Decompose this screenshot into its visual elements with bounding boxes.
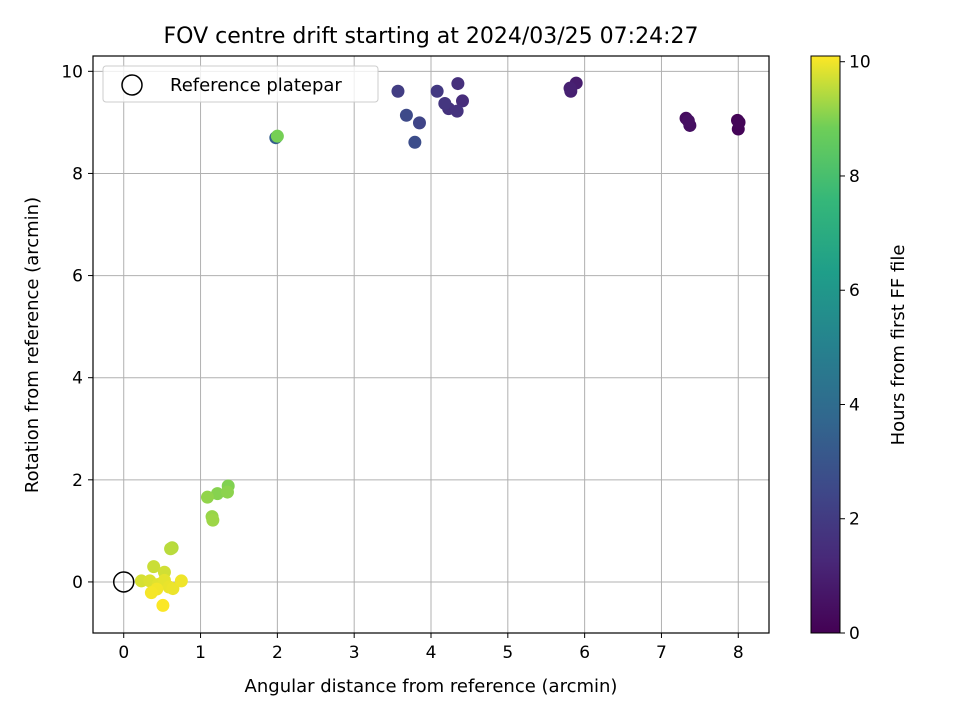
data-point [210, 487, 224, 501]
data-point [164, 542, 178, 556]
data-point [412, 116, 426, 130]
y-tick-label: 2 [72, 471, 83, 491]
reference-platepar-marker [112, 571, 135, 593]
x-tick-label: 7 [656, 643, 667, 663]
data-point [399, 108, 413, 122]
x-tick-label: 6 [579, 643, 590, 663]
colorbar-tick-label: 4 [849, 395, 860, 415]
data-point [200, 490, 214, 504]
data-point [438, 96, 452, 110]
data-point [450, 104, 464, 118]
data-point [220, 485, 234, 499]
legend-reference-label: Reference platepar [170, 75, 342, 96]
data-point [144, 586, 158, 600]
y-tick-label: 8 [72, 164, 83, 184]
colorbar-tick-label: 8 [849, 167, 860, 187]
y-tick-label: 0 [72, 573, 83, 593]
data-point [174, 574, 188, 588]
x-tick-label: 1 [195, 643, 206, 663]
data-point [455, 94, 469, 108]
y-tick-label: 10 [61, 62, 83, 82]
legend-reference-marker [121, 74, 143, 96]
data-point [430, 84, 444, 98]
data-point [563, 81, 577, 95]
x-tick-label: 3 [349, 643, 360, 663]
colorbar-label: Hours from first FF file [888, 245, 909, 446]
x-axis-label: Angular distance from reference (arcmin) [245, 676, 618, 697]
data-point [147, 560, 161, 574]
data-point [732, 115, 746, 129]
y-axis-ticks: 0 2 4 6 8 10 [61, 62, 93, 593]
legend-box [102, 65, 379, 103]
x-tick-label: 4 [426, 643, 437, 663]
reference-point [112, 571, 135, 593]
y-tick-label: 4 [72, 369, 83, 389]
data-point [270, 129, 284, 143]
colorbar [810, 55, 841, 634]
data-point [206, 513, 220, 527]
data-point [166, 582, 180, 596]
grid-lines [93, 56, 769, 633]
colorbar-tick-label: 10 [849, 53, 871, 73]
x-axis-ticks: 0 1 2 3 4 5 6 7 8 [118, 633, 744, 663]
legend: Reference platepar [102, 65, 379, 103]
colorbar-tick-label: 0 [849, 624, 860, 644]
data-points [134, 76, 746, 612]
chart-title: FOV centre drift starting at 2024/03/25 … [164, 24, 699, 49]
data-point [156, 598, 170, 612]
x-tick-label: 2 [272, 643, 283, 663]
data-point [391, 84, 405, 98]
colorbar-tick-label: 2 [849, 510, 860, 530]
data-point [451, 77, 465, 91]
colorbar-ticks: 0 2 4 6 8 10 [840, 53, 871, 644]
x-tick-label: 5 [502, 643, 513, 663]
data-point [408, 135, 422, 149]
x-tick-label: 0 [118, 643, 129, 663]
data-point [681, 114, 695, 128]
x-tick-label: 8 [733, 643, 744, 663]
y-axis-label: Rotation from reference (arcmin) [22, 197, 43, 493]
colorbar-tick-label: 6 [849, 281, 860, 301]
y-tick-label: 6 [72, 267, 83, 287]
